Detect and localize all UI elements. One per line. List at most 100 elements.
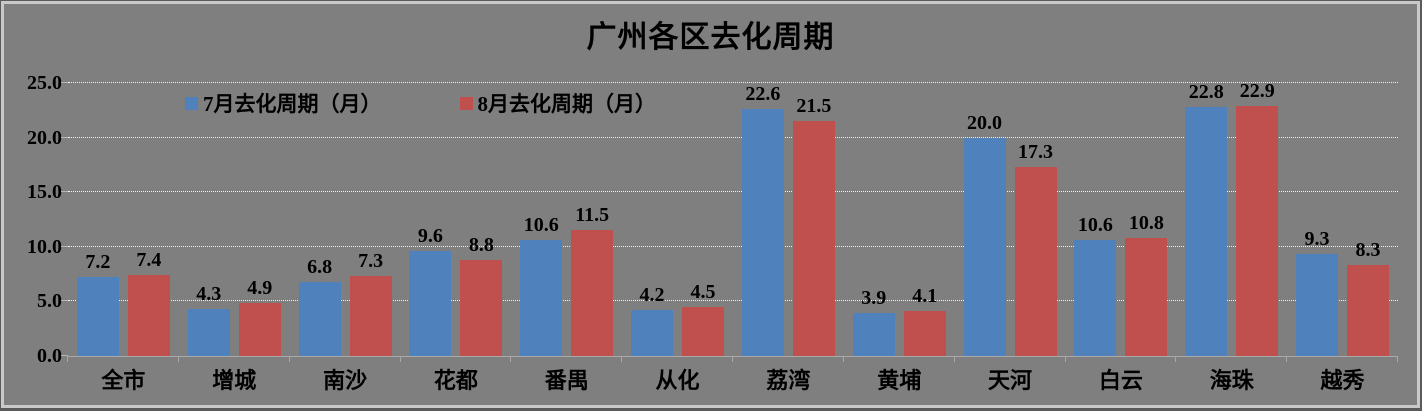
bar-series2-从化: 4.5 — [682, 281, 725, 356]
bar-value-label: 11.5 — [575, 204, 610, 227]
bar-group-南沙: 6.8 7.3 — [290, 83, 401, 356]
x-axis-label-白云: 白云 — [1098, 368, 1143, 393]
bar-value-label: 4.1 — [912, 285, 938, 308]
bar-series2-白云: 10.8 — [1125, 212, 1168, 356]
bar-group-海珠: 22.8 22.9 — [1176, 80, 1287, 356]
x-axis-label-花都: 花都 — [433, 368, 478, 393]
x-tick-11 — [1286, 356, 1288, 362]
bar-series1-全市: 7.2 — [76, 251, 119, 356]
chart-title: 广州各区去化周期 — [586, 21, 835, 54]
bar-series1-花都: 9.6 — [409, 225, 452, 356]
bar-value-label: 22.8 — [1188, 81, 1224, 104]
bar-series-container: 7.2 7.4 4.3 4.9 6.8 7.3 9.6 8.8 10.6 11.5 4.2 4.5 22… — [68, 80, 1398, 356]
bar-value-label: 9.6 — [417, 225, 443, 248]
bar-series2-越秀: 8.3 — [1347, 239, 1390, 356]
x-axis-label-增城: 增城 — [212, 368, 257, 393]
bar-series2-黄埔: 4.1 — [903, 285, 946, 356]
bar-value-label: 10.8 — [1128, 212, 1164, 235]
bar-series2-南沙: 7.3 — [349, 250, 392, 356]
x-tick-4 — [510, 356, 512, 362]
bar-group-增城: 4.3 4.9 — [179, 83, 290, 356]
x-tick-8 — [953, 356, 955, 362]
bar-value-label: 7.4 — [136, 249, 162, 272]
x-axis-line — [68, 356, 1398, 357]
gridline-5 — [68, 300, 1398, 302]
x-axis-label-番禺: 番禺 — [544, 368, 589, 393]
bar-value-label: 7.2 — [85, 251, 111, 274]
y-axis-label: 15.0 — [27, 181, 62, 204]
bar-group-黄埔: 3.9 4.1 — [844, 83, 955, 356]
bar-series2-花都: 8.8 — [460, 234, 503, 356]
x-tick-7 — [842, 356, 844, 362]
bar-series2-全市: 7.4 — [127, 249, 170, 356]
y-tick-15 — [61, 191, 68, 193]
y-axis-label: 20.0 — [27, 126, 62, 149]
x-axis-label-黄埔: 黄埔 — [877, 368, 922, 393]
bar-series1-海珠: 22.8 — [1185, 81, 1228, 356]
x-tick-0 — [67, 356, 68, 362]
bar-series2-番禺: 11.5 — [571, 204, 614, 356]
bar-value-label: 21.5 — [796, 95, 832, 118]
bar-series1-从化: 4.2 — [631, 284, 674, 356]
y-tick-25 — [61, 82, 68, 83]
bar-value-label: 17.3 — [1018, 141, 1054, 164]
y-tick-5 — [61, 300, 68, 302]
bar-series2-海珠: 22.9 — [1236, 80, 1279, 356]
legend-label: 8月去化周期（月） — [477, 92, 657, 116]
bar-series2-天河: 17.3 — [1014, 141, 1057, 356]
y-axis-labels: 0.0 5.0 10.0 15.0 20.0 25.0 — [4, 72, 62, 367]
legend-swatch-icon — [459, 96, 473, 110]
y-axis-label: 0.0 — [37, 345, 62, 367]
y-tick-10 — [61, 245, 68, 247]
bar-group-荔湾: 22.6 21.5 — [733, 83, 844, 356]
legend-label: 7月去化周期（月） — [203, 92, 382, 116]
bar-value-label: 4.9 — [247, 276, 273, 299]
x-tick-6 — [732, 356, 733, 362]
bar-value-label: 10.6 — [523, 214, 559, 237]
bar-series1-白云: 10.6 — [1074, 214, 1117, 356]
x-axis-label-海珠: 海珠 — [1209, 368, 1254, 393]
x-axis-label-南沙: 南沙 — [323, 368, 368, 393]
bar-value-label: 7.3 — [358, 250, 384, 273]
gridline-25 — [68, 82, 1398, 83]
bar-group-越秀: 9.3 8.3 — [1287, 83, 1398, 356]
x-tick-1 — [177, 356, 179, 362]
bar-group-番禺: 10.6 11.5 — [511, 83, 622, 356]
y-tick-0 — [61, 355, 68, 356]
bar-group-花都: 9.6 8.8 — [400, 83, 511, 356]
bar-value-label: 4.2 — [639, 284, 665, 307]
bar-value-label: 10.6 — [1077, 214, 1113, 237]
bar-series2-增城: 4.9 — [238, 277, 281, 356]
bar-value-label: 9.3 — [1304, 228, 1330, 251]
bar-series1-南沙: 6.8 — [298, 256, 341, 356]
bar-group-从化: 4.2 4.5 — [622, 83, 733, 356]
bar-group-全市: 7.2 7.4 — [68, 83, 179, 356]
bar-group-天河: 20.0 17.3 — [955, 83, 1066, 356]
x-tick-2 — [288, 356, 290, 362]
bar-value-label: 6.8 — [307, 255, 333, 278]
x-tick-5 — [621, 356, 623, 362]
legend-item-1: 7月去化周期（月） — [185, 88, 382, 118]
x-axis-label-天河: 天河 — [988, 368, 1033, 393]
x-axis-label-荔湾: 荔湾 — [766, 368, 811, 393]
x-tick-12 — [1397, 356, 1398, 362]
bar-series2-荔湾: 21.5 — [792, 95, 835, 356]
bar-value-label: 4.5 — [690, 280, 716, 303]
bar-group-白云: 10.6 10.8 — [1065, 83, 1176, 356]
y-axis-label: 25.0 — [27, 72, 62, 94]
bar-series1-黄埔: 3.9 — [852, 287, 895, 356]
bar-value-label: 22.9 — [1239, 79, 1275, 102]
x-tick-3 — [399, 356, 401, 362]
legend: 7月去化周期（月） 8月去化周期（月） — [185, 88, 656, 118]
y-tick-20 — [61, 136, 68, 138]
x-axis-labels: 全市 增城 南沙 花都 番禺 从化 荔湾 黄埔 天河 白云 海珠 越秀 — [68, 363, 1398, 395]
gridline-20 — [68, 136, 1398, 138]
x-axis-label-从化: 从化 — [655, 368, 700, 393]
bar-series1-增城: 4.3 — [187, 283, 230, 356]
bar-value-label: 20.0 — [967, 111, 1003, 134]
bar-value-label: 4.3 — [196, 283, 222, 306]
bar-series1-荔湾: 22.6 — [741, 83, 784, 356]
legend-item-2: 8月去化周期（月） — [459, 88, 657, 118]
x-tick-9 — [1064, 356, 1066, 362]
